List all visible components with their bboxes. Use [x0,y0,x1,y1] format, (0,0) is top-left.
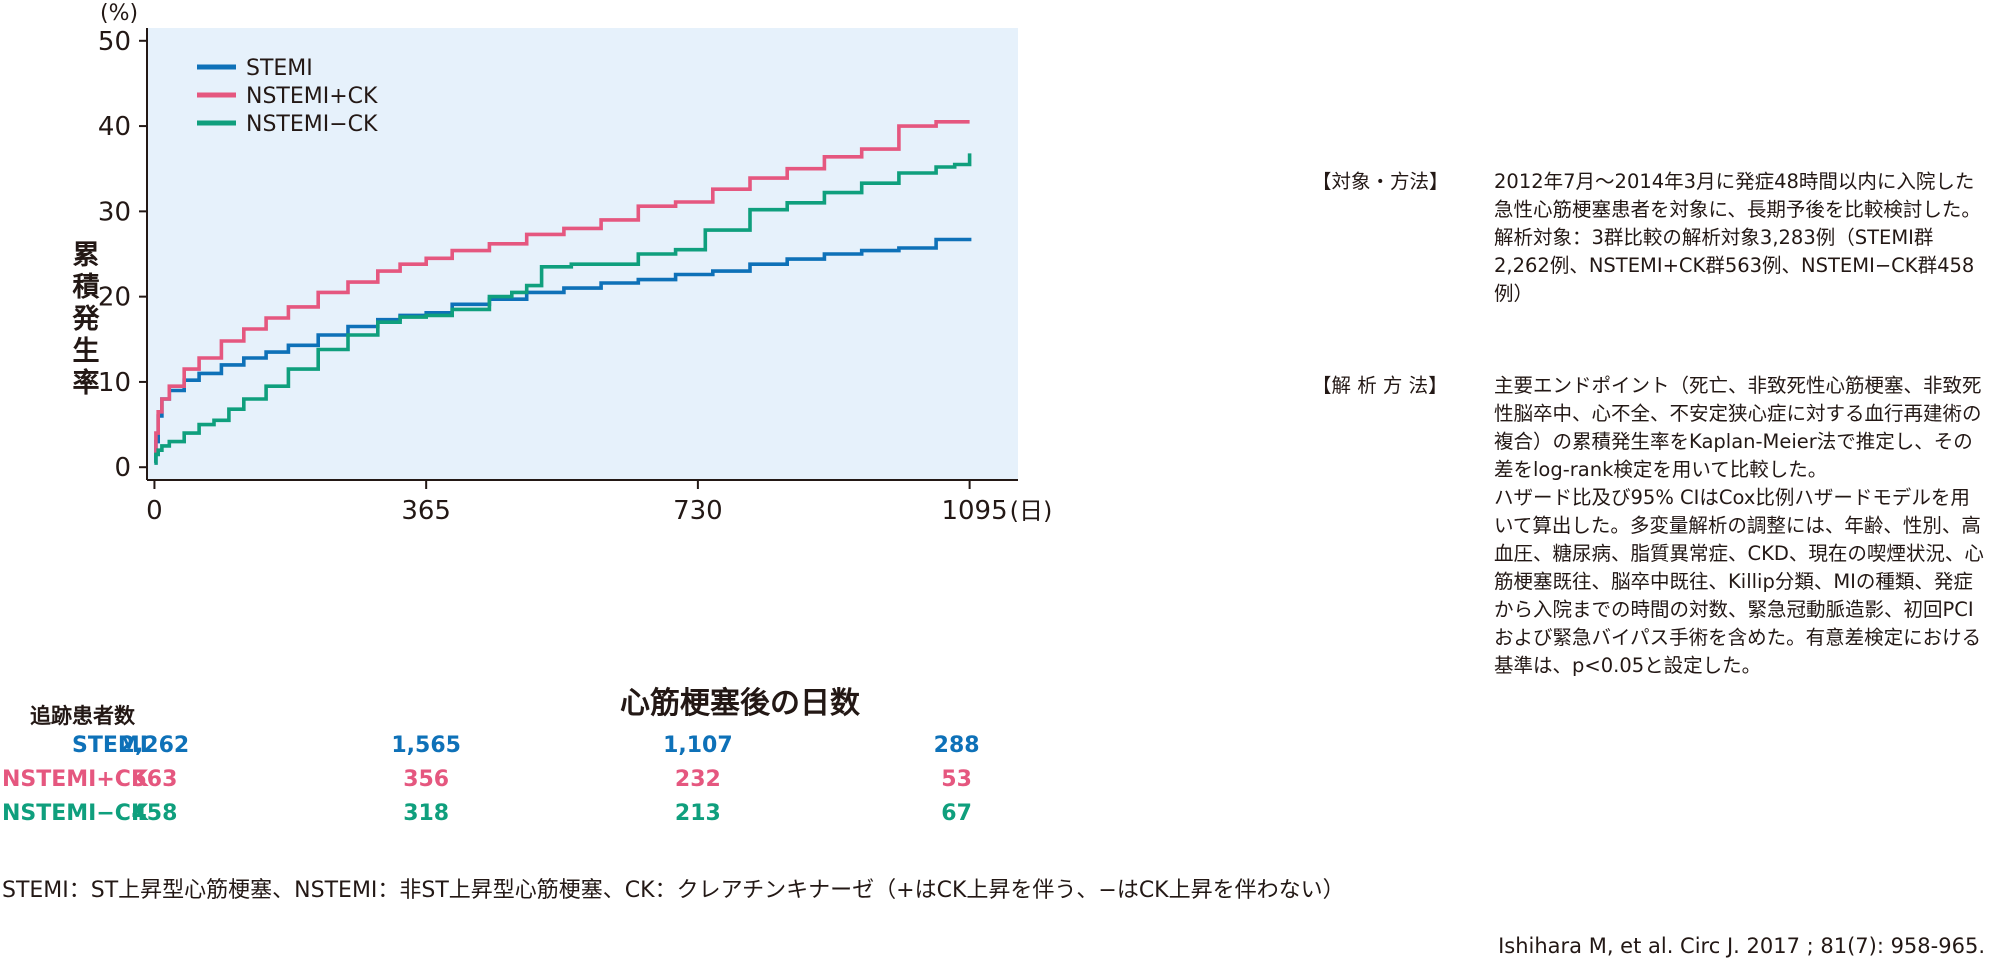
plot-area [147,28,1018,480]
legend: STEMI NSTEMI+CK NSTEMI−CK [197,56,378,137]
kaplan-meier-chart: 0 10 20 30 40 50(%) 0 365 730 1095 (日) STEMI NSTEMI… [98,1,1052,526]
legend-label: NSTEMI+CK [246,84,378,109]
followup-count: 213 [674,801,721,826]
followup-count: 563 [131,767,178,792]
y-axis-label: 累積発生率 [72,240,100,399]
methods-heading: 【解 析 方 法】 [1312,374,1448,397]
x-tick-label: 1095 [941,496,1007,526]
y-tick-label: 30 [98,197,131,227]
followup-group-name: NSTEMI+CK [2,767,148,792]
x-tick-label: 365 [401,496,451,526]
methods-paragraph: 解析対象：3群比較の解析対象3,283例（STEMI群2,262例、NSTEMI… [1494,226,1975,305]
y-tick-label: 10 [98,368,131,398]
x-tick-label: 0 [146,496,163,526]
followup-count: 1,565 [391,733,461,758]
followup-count: 318 [403,801,450,826]
followup-count: 53 [941,767,972,792]
y-tick-label: 50 [98,27,131,57]
followup-count: 288 [933,733,980,758]
y-tick-label: 20 [98,283,131,313]
followup-group-name: NSTEMI−CK [2,801,148,826]
methods-paragraph: 2012年7月〜2014年3月に発症48時間以内に入院した急性心筋梗塞患者を対象… [1494,170,1981,221]
followup-count: 67 [941,801,972,826]
legend-label: NSTEMI−CK [246,112,378,137]
followup-count: 1,107 [663,733,733,758]
followup-group-name: STEMI [72,733,148,758]
y-unit-label: (%) [100,1,138,26]
x-axis-label: 心筋梗塞後の日数 [620,686,860,721]
followup-count: 232 [674,767,721,792]
methods-paragraph: ハザード比及び95% CIはCox比例ハザードモデルを用いて算出した。多変量解析… [1494,486,1984,677]
methods-paragraph: 主要エンドポイント（死亡、非致死性心筋梗塞、非致死性脳卒中、心不全、不安定狭心症… [1494,374,1982,481]
followup-row: NSTEMI+CK 563 356 232 53 [0,767,1100,797]
followup-count: 2,262 [119,733,190,758]
series-line-2 [154,153,972,465]
axes: 0 10 20 30 40 50(%) 0 365 730 1095 (日) [98,1,1052,526]
series-lines [154,120,972,465]
y-tick-label: 0 [114,453,131,483]
y-tick-label: 40 [98,112,131,142]
followup-row: STEMI 2,262 1,565 1,107 288 [0,733,1100,763]
citation: Ishihara M, et al. Circ J. 2017 ; 81(7):… [1498,934,1985,958]
followup-count: 356 [403,767,450,792]
footnote: STEMI：ST上昇型心筋梗塞、NSTEMI：非ST上昇型心筋梗塞、CK：クレア… [2,878,1345,903]
series-line-1 [154,120,970,457]
followup-count: 458 [131,801,178,826]
followup-title: 追跡患者数 [30,704,135,728]
methods-heading: 【対象・方法】 [1312,170,1449,193]
x-tick-label: 730 [673,496,723,526]
legend-label: STEMI [246,56,313,81]
followup-row: NSTEMI−CK 458 318 213 67 [0,801,1100,831]
x-unit-label: (日) [1010,497,1053,525]
